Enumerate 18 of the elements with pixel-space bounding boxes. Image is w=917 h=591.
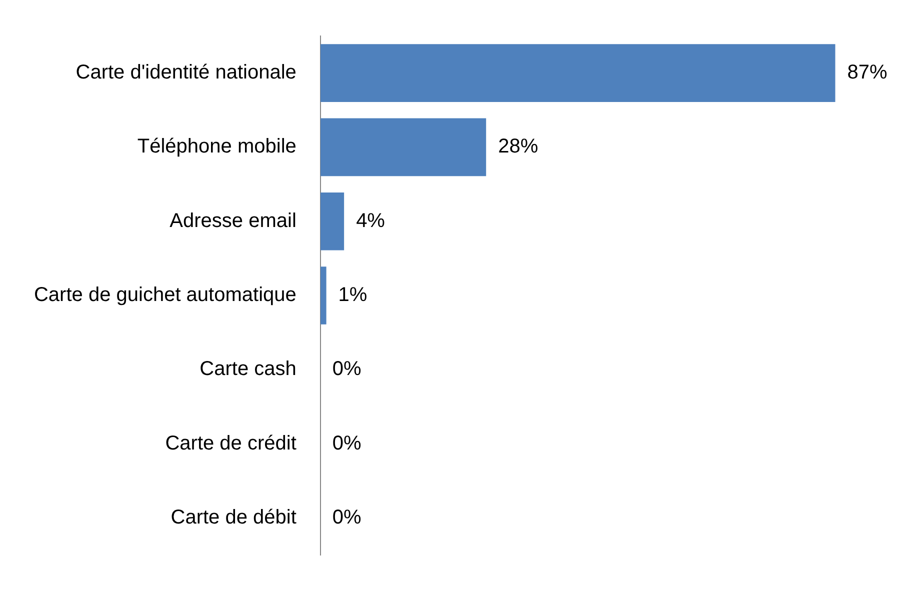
data-label: 87% (847, 62, 888, 84)
bar (320, 44, 836, 102)
y-tick-label: Carte d'identité nationale (76, 62, 296, 84)
y-tick-label: Carte de crédit (165, 432, 297, 454)
data-label: 0% (332, 432, 362, 454)
bar (320, 192, 344, 250)
bar (320, 118, 486, 176)
data-label: 4% (356, 210, 386, 232)
data-label: 0% (332, 358, 362, 380)
y-tick-label: Carte de débit (170, 506, 297, 528)
data-label: 1% (338, 284, 368, 306)
y-tick-label: Adresse email (170, 210, 296, 232)
y-tick-label: Carte cash (200, 358, 296, 380)
y-tick-label: Carte de guichet automatique (34, 284, 296, 306)
bar (320, 266, 326, 324)
data-label: 28% (498, 136, 538, 158)
y-tick-label: Téléphone mobile (137, 136, 296, 158)
data-label: 0% (332, 506, 362, 528)
